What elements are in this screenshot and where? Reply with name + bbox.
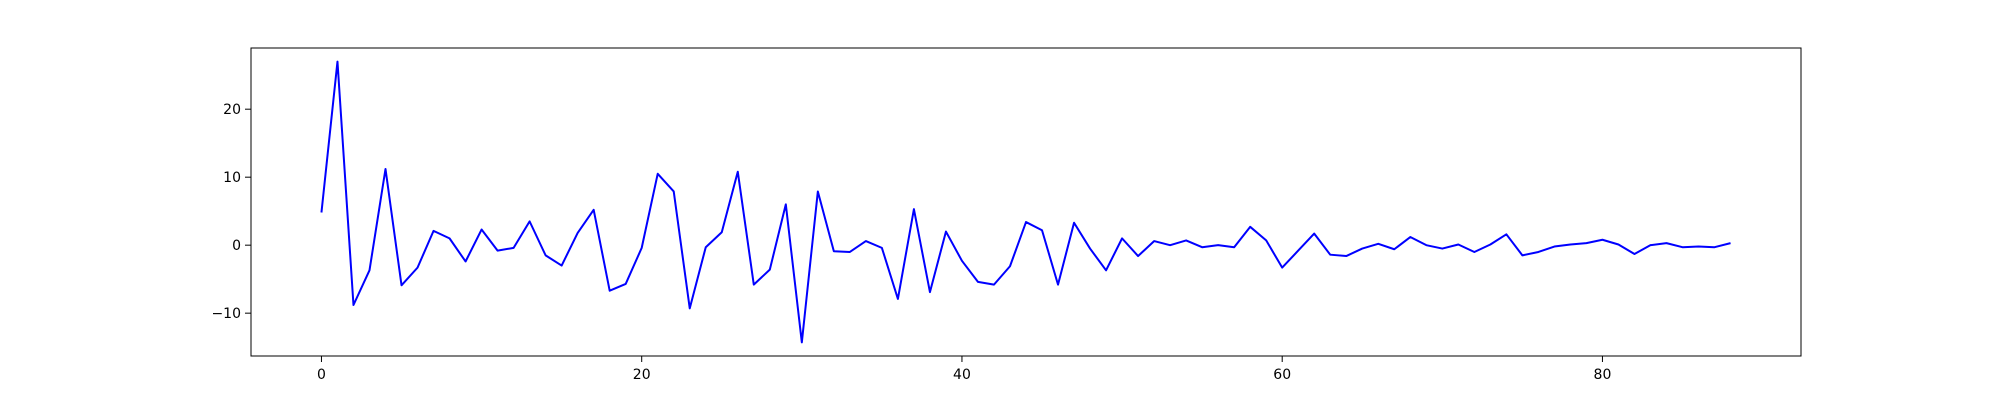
y-tick-label: 20 bbox=[223, 102, 241, 118]
series-line bbox=[320, 60, 1731, 344]
y-tick-label: 0 bbox=[232, 238, 241, 254]
x-tick-label: 0 bbox=[317, 367, 326, 383]
x-tick-label: 80 bbox=[1594, 367, 1612, 383]
x-tick-label: 40 bbox=[953, 367, 971, 383]
y-tick-label: −10 bbox=[211, 306, 241, 322]
plot-area-frame bbox=[250, 47, 1802, 357]
y-axis-ticks: −10 0 10 20 bbox=[211, 102, 251, 322]
x-axis-ticks: 0 20 40 60 80 bbox=[317, 356, 1611, 383]
x-tick-label: 20 bbox=[633, 367, 651, 383]
y-tick-label: 10 bbox=[223, 170, 241, 186]
x-tick-label: 60 bbox=[1273, 367, 1291, 383]
